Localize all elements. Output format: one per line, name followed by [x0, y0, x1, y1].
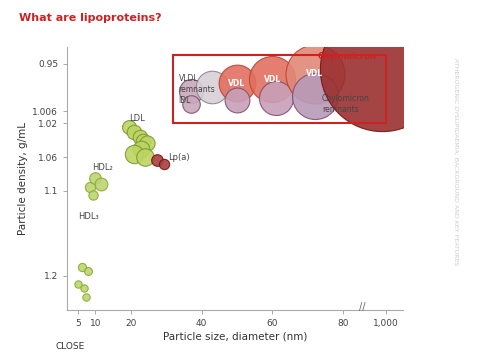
Text: VDL: VDL: [228, 79, 246, 88]
Point: [141, 154, 149, 160]
Text: Lp(a): Lp(a): [168, 153, 190, 162]
Point: [86, 184, 94, 190]
Text: HDL₂: HDL₂: [92, 163, 113, 172]
X-axis label: Particle size, diameter (nm): Particle size, diameter (nm): [163, 332, 307, 342]
Point: [161, 161, 168, 167]
Bar: [173, 55, 385, 123]
Text: +: +: [21, 339, 34, 354]
Point: [268, 76, 276, 82]
Y-axis label: Particle density, g/mL: Particle density, g/mL: [18, 122, 28, 235]
Point: [131, 129, 138, 134]
Text: What are lipoproteins?: What are lipoproteins?: [19, 13, 162, 23]
Point: [311, 93, 319, 99]
Point: [137, 146, 144, 152]
Point: [84, 269, 92, 274]
Text: VDL: VDL: [306, 69, 324, 78]
Text: VLDL
remnants
IDL: VLDL remnants IDL: [179, 74, 216, 105]
Text: LDL: LDL: [129, 114, 145, 123]
Text: //: //: [359, 302, 366, 312]
Point: [143, 140, 151, 145]
Point: [233, 80, 241, 86]
Point: [89, 192, 96, 198]
Text: HDL₃: HDL₃: [79, 212, 99, 221]
Text: ATHEROGENIC DYSLIPIDAEMIA: BACKGROUND AND KEY FEATURES: ATHEROGENIC DYSLIPIDAEMIA: BACKGROUND AN…: [453, 58, 457, 266]
Point: [139, 138, 147, 144]
Text: CLOSE: CLOSE: [55, 342, 84, 351]
Point: [311, 71, 319, 77]
Point: [80, 285, 88, 291]
Point: [125, 125, 133, 130]
Text: Chylomicron
remnants: Chylomicron remnants: [322, 94, 370, 114]
Point: [82, 294, 89, 300]
Text: ⌂: ⌂: [447, 13, 460, 32]
Point: [272, 95, 280, 100]
Text: Chylomicron: Chylomicron: [318, 53, 377, 62]
Point: [92, 175, 99, 181]
Point: [74, 281, 82, 287]
Point: [233, 97, 241, 103]
Point: [97, 181, 105, 187]
Text: VDL: VDL: [264, 75, 281, 84]
Point: [154, 157, 161, 162]
Point: [208, 84, 216, 90]
Point: [187, 88, 195, 94]
Point: [131, 152, 138, 157]
Point: [78, 264, 86, 270]
Point: [187, 102, 195, 107]
Point: [136, 134, 144, 140]
Text: 3/10: 3/10: [440, 337, 465, 347]
Point: [378, 66, 386, 72]
